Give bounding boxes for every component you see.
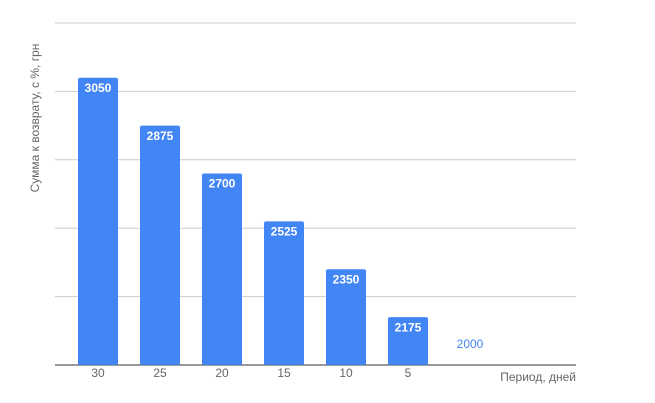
data-label: 2875 (147, 129, 174, 143)
data-label: 3050 (85, 81, 112, 95)
bar (388, 317, 428, 365)
bar (140, 125, 180, 365)
x-tick-label: 5 (405, 366, 412, 380)
y-axis-title: Сумма к возврату, с %, грн (28, 44, 42, 193)
bar (264, 221, 304, 365)
x-tick-label: 10 (339, 366, 353, 380)
x-tick-label: 15 (277, 366, 291, 380)
data-label: 2700 (209, 177, 236, 191)
data-label: 2000 (457, 337, 484, 351)
data-label: 2175 (395, 320, 422, 334)
x-tick-label: 30 (91, 366, 105, 380)
x-axis-title: Период, дней (500, 370, 576, 384)
bar (78, 77, 118, 365)
data-label: 2350 (333, 272, 360, 286)
x-tick-label: 20 (215, 366, 229, 380)
bar (326, 269, 366, 365)
data-label: 2525 (271, 225, 298, 239)
bar (202, 173, 242, 365)
x-tick-label: 25 (153, 366, 167, 380)
